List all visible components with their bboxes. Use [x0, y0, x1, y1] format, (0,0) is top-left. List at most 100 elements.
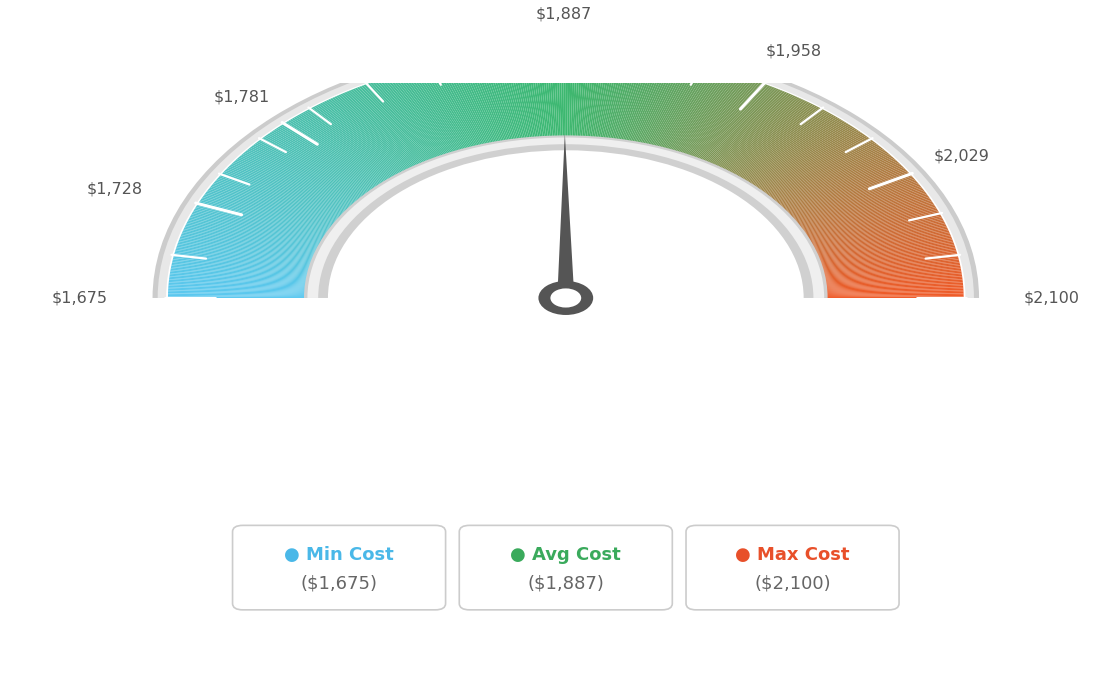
Wedge shape: [338, 95, 421, 167]
Wedge shape: [645, 63, 691, 147]
Wedge shape: [244, 152, 359, 204]
Wedge shape: [213, 181, 339, 224]
Wedge shape: [679, 77, 744, 155]
Wedge shape: [383, 78, 449, 157]
Text: ($2,100): ($2,100): [754, 574, 831, 593]
Wedge shape: [822, 295, 964, 297]
Wedge shape: [752, 128, 856, 189]
Wedge shape: [152, 41, 979, 298]
Wedge shape: [381, 79, 448, 157]
Wedge shape: [787, 174, 911, 219]
Wedge shape: [626, 58, 662, 144]
Wedge shape: [815, 239, 953, 262]
Wedge shape: [820, 264, 960, 277]
Wedge shape: [347, 91, 425, 165]
Wedge shape: [336, 95, 418, 168]
Wedge shape: [559, 51, 563, 139]
Wedge shape: [659, 68, 712, 150]
Wedge shape: [388, 77, 453, 155]
Wedge shape: [266, 135, 373, 193]
Wedge shape: [782, 164, 902, 213]
Wedge shape: [563, 51, 565, 139]
Wedge shape: [821, 273, 962, 283]
Wedge shape: [300, 112, 396, 179]
Wedge shape: [655, 66, 705, 149]
Text: $1,728: $1,728: [86, 182, 142, 197]
Wedge shape: [726, 106, 817, 175]
Wedge shape: [465, 59, 502, 144]
Text: $1,675: $1,675: [52, 290, 108, 306]
Wedge shape: [581, 51, 591, 139]
Wedge shape: [259, 139, 369, 197]
Wedge shape: [523, 52, 540, 139]
Wedge shape: [354, 88, 431, 163]
Wedge shape: [814, 232, 949, 257]
Wedge shape: [804, 204, 935, 238]
Wedge shape: [724, 104, 814, 173]
Wedge shape: [703, 90, 782, 164]
FancyBboxPatch shape: [686, 525, 899, 610]
Wedge shape: [708, 92, 787, 166]
Wedge shape: [212, 183, 339, 225]
Wedge shape: [819, 258, 958, 273]
Wedge shape: [754, 130, 859, 190]
Wedge shape: [808, 217, 943, 247]
Wedge shape: [223, 171, 346, 217]
Wedge shape: [181, 233, 318, 257]
Wedge shape: [701, 88, 777, 163]
Text: ● Min Cost: ● Min Cost: [284, 546, 394, 564]
Wedge shape: [821, 276, 963, 285]
Wedge shape: [797, 190, 925, 229]
Wedge shape: [736, 114, 832, 180]
Wedge shape: [396, 74, 458, 154]
Wedge shape: [529, 52, 543, 139]
Wedge shape: [636, 60, 677, 145]
Wedge shape: [376, 80, 445, 158]
Wedge shape: [322, 102, 410, 172]
Wedge shape: [665, 70, 722, 151]
Wedge shape: [261, 138, 370, 195]
Wedge shape: [491, 55, 519, 141]
Wedge shape: [795, 186, 922, 226]
Wedge shape: [745, 121, 846, 184]
Wedge shape: [205, 191, 335, 230]
Wedge shape: [660, 68, 714, 150]
Wedge shape: [285, 122, 385, 186]
Wedge shape: [788, 175, 912, 219]
Wedge shape: [248, 148, 362, 202]
Wedge shape: [715, 97, 799, 169]
Wedge shape: [221, 174, 344, 219]
Circle shape: [551, 288, 581, 308]
Wedge shape: [257, 141, 368, 197]
Wedge shape: [372, 81, 442, 159]
Wedge shape: [195, 207, 327, 240]
Wedge shape: [808, 216, 942, 246]
Wedge shape: [810, 223, 946, 250]
Wedge shape: [819, 259, 959, 274]
Text: $1,958: $1,958: [766, 44, 821, 59]
Wedge shape: [188, 219, 322, 248]
Wedge shape: [799, 195, 928, 233]
Wedge shape: [173, 258, 312, 273]
Wedge shape: [773, 152, 888, 204]
Wedge shape: [813, 230, 949, 255]
Wedge shape: [688, 81, 757, 158]
Wedge shape: [671, 72, 731, 153]
Wedge shape: [323, 101, 411, 171]
Wedge shape: [428, 66, 479, 148]
Wedge shape: [361, 86, 435, 161]
Wedge shape: [368, 83, 439, 160]
Wedge shape: [443, 63, 488, 146]
Wedge shape: [672, 73, 733, 153]
Wedge shape: [578, 51, 588, 139]
Wedge shape: [640, 61, 684, 146]
Text: ($1,887): ($1,887): [528, 574, 604, 593]
Wedge shape: [231, 163, 351, 212]
Wedge shape: [169, 278, 310, 286]
Wedge shape: [818, 250, 956, 268]
Wedge shape: [174, 252, 314, 269]
Wedge shape: [506, 54, 529, 140]
Wedge shape: [639, 61, 681, 146]
Wedge shape: [648, 64, 696, 148]
Wedge shape: [802, 200, 932, 235]
